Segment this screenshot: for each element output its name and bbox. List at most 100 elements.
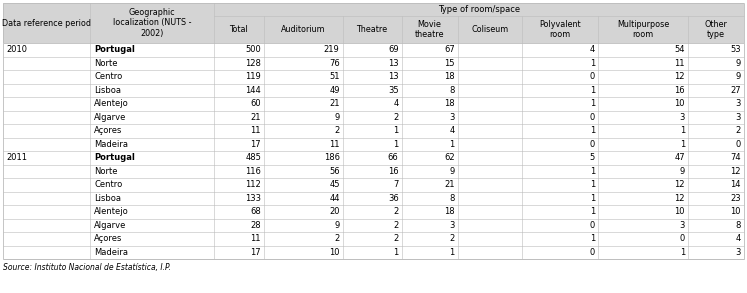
Text: Data reference period: Data reference period [2, 18, 91, 28]
Text: 17: 17 [250, 140, 261, 149]
Bar [3, 178, 744, 192]
Text: 45: 45 [329, 180, 340, 189]
Text: 5: 5 [590, 153, 595, 162]
Text: 10: 10 [731, 207, 741, 216]
Text: 116: 116 [245, 167, 261, 176]
Text: 3: 3 [736, 99, 741, 108]
Text: 12: 12 [731, 167, 741, 176]
Bar [3, 57, 744, 70]
Text: 3: 3 [450, 113, 455, 122]
Text: 16: 16 [388, 167, 399, 176]
Bar [3, 219, 744, 232]
Text: 1: 1 [680, 140, 685, 149]
Text: 1: 1 [590, 167, 595, 176]
Text: 9: 9 [736, 59, 741, 68]
Text: Geographic
localization (NUTS -
2002): Geographic localization (NUTS - 2002) [113, 8, 191, 38]
Text: 1: 1 [590, 86, 595, 95]
Text: Lisboa: Lisboa [94, 86, 121, 95]
Text: 1: 1 [450, 140, 455, 149]
Text: 119: 119 [245, 72, 261, 81]
Text: Madeira: Madeira [94, 248, 128, 257]
Bar [214, 16, 264, 43]
Text: 3: 3 [680, 221, 685, 230]
Bar [264, 16, 343, 43]
Text: 0: 0 [590, 221, 595, 230]
Text: 0: 0 [680, 234, 685, 243]
Text: Source: Instituto Nacional de Estatística, I.P.: Source: Instituto Nacional de Estatístic… [3, 263, 171, 272]
Text: Theatre: Theatre [356, 25, 388, 34]
Text: 2: 2 [394, 234, 399, 243]
Text: 47: 47 [675, 153, 685, 162]
Bar [3, 246, 744, 259]
Text: 4: 4 [394, 99, 399, 108]
Text: Coliseum: Coliseum [471, 25, 509, 34]
Text: Alentejo: Alentejo [94, 207, 128, 216]
Bar [458, 16, 522, 43]
Text: 10: 10 [675, 207, 685, 216]
Bar [688, 16, 744, 43]
Text: 500: 500 [245, 45, 261, 54]
Text: Açores: Açores [94, 234, 123, 243]
Text: 12: 12 [675, 72, 685, 81]
Text: Norte: Norte [94, 59, 117, 68]
Text: Algarve: Algarve [94, 113, 126, 122]
Text: Norte: Norte [94, 167, 117, 176]
Text: Multipurpose
room: Multipurpose room [617, 20, 669, 39]
Bar [343, 16, 402, 43]
Text: 9: 9 [736, 72, 741, 81]
Text: 3: 3 [736, 113, 741, 122]
Text: 13: 13 [388, 59, 399, 68]
Text: 128: 128 [245, 59, 261, 68]
Text: 16: 16 [675, 86, 685, 95]
Text: 2: 2 [335, 234, 340, 243]
Bar [3, 43, 744, 57]
Text: 53: 53 [731, 45, 741, 54]
Text: 11: 11 [250, 126, 261, 135]
Text: 0: 0 [590, 248, 595, 257]
Text: Lisboa: Lisboa [94, 194, 121, 203]
Text: 4: 4 [590, 45, 595, 54]
Text: 56: 56 [329, 167, 340, 176]
Text: Açores: Açores [94, 126, 123, 135]
Text: 10: 10 [329, 248, 340, 257]
Text: Auditorium: Auditorium [281, 25, 326, 34]
Text: 20: 20 [329, 207, 340, 216]
Text: 12: 12 [675, 180, 685, 189]
Text: 12: 12 [675, 194, 685, 203]
Bar [3, 192, 744, 205]
Text: 8: 8 [450, 86, 455, 95]
Text: 2: 2 [394, 207, 399, 216]
Text: 2: 2 [394, 221, 399, 230]
Text: 0: 0 [590, 113, 595, 122]
Text: 28: 28 [250, 221, 261, 230]
Text: 1: 1 [590, 59, 595, 68]
Text: 17: 17 [250, 248, 261, 257]
Text: 8: 8 [450, 194, 455, 203]
Bar [3, 151, 744, 164]
Text: 7: 7 [393, 180, 399, 189]
Bar [3, 84, 744, 97]
Text: 4: 4 [450, 126, 455, 135]
Text: 44: 44 [329, 194, 340, 203]
Text: 18: 18 [444, 207, 455, 216]
Text: 54: 54 [675, 45, 685, 54]
Text: 11: 11 [329, 140, 340, 149]
Text: 2: 2 [394, 113, 399, 122]
Text: 21: 21 [444, 180, 455, 189]
Text: 36: 36 [388, 194, 399, 203]
Text: Madeira: Madeira [94, 140, 128, 149]
Text: 2: 2 [736, 126, 741, 135]
Text: 21: 21 [250, 113, 261, 122]
Text: Total: Total [229, 25, 248, 34]
Text: 1: 1 [450, 248, 455, 257]
Text: 35: 35 [388, 86, 399, 95]
Bar [3, 164, 744, 178]
Text: 15: 15 [444, 59, 455, 68]
Text: 68: 68 [250, 207, 261, 216]
Text: Centro: Centro [94, 72, 123, 81]
Text: 4: 4 [736, 234, 741, 243]
Bar [3, 205, 744, 219]
Text: 18: 18 [444, 72, 455, 81]
Text: 186: 186 [323, 153, 340, 162]
Text: 0: 0 [590, 140, 595, 149]
